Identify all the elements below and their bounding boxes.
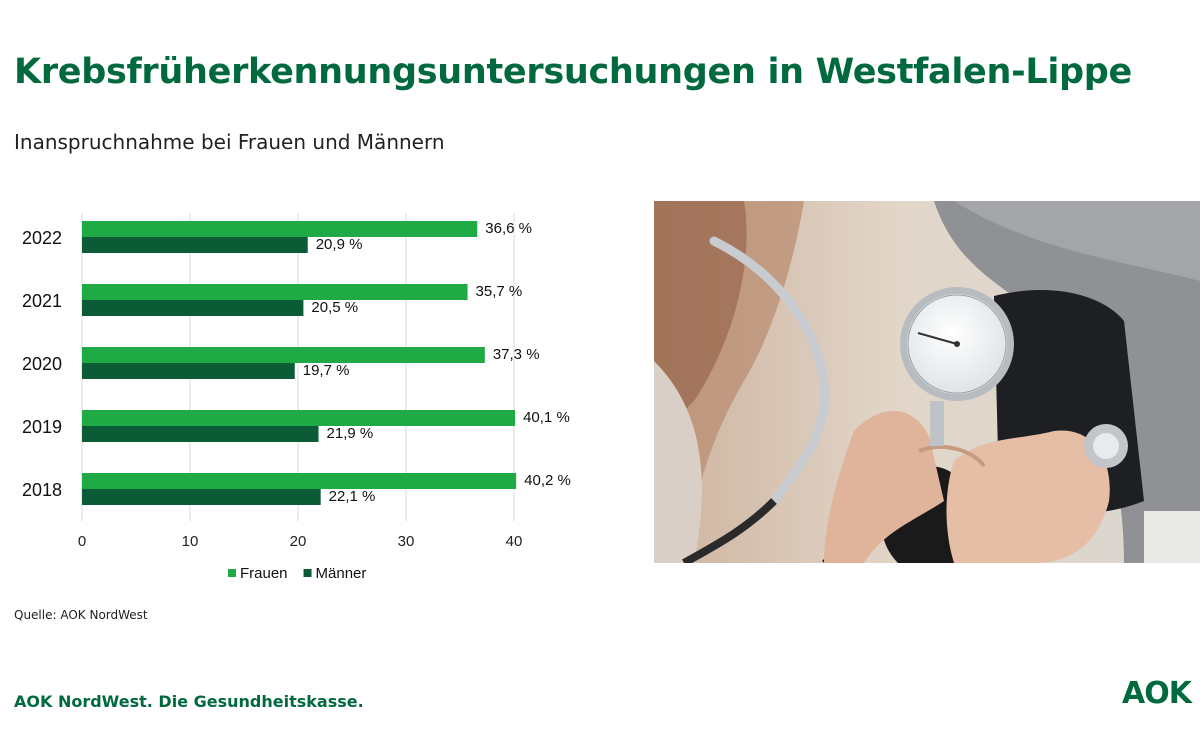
data-label: 40,1 % [523, 409, 570, 426]
bar-frauen [82, 347, 485, 363]
x-tick-label: 10 [182, 533, 199, 550]
page-title: Krebsfrüherkennungsuntersuchungen in Wes… [14, 52, 1132, 92]
data-label: 20,5 % [311, 299, 358, 316]
y-tick-label: 2022 [22, 228, 62, 248]
data-label: 36,6 % [485, 220, 532, 237]
data-label: 37,3 % [493, 346, 540, 363]
legend-label: Männer [316, 565, 367, 582]
legend: Frauen Männer [228, 565, 366, 582]
bar-frauen [82, 473, 517, 489]
bar-männer [82, 300, 304, 316]
bar-männer [82, 237, 308, 253]
blood-pressure-photo [654, 201, 1200, 563]
y-tick-label: 2020 [22, 354, 62, 374]
y-tick-labels: 2022 2021 2020 2019 2018 [22, 228, 62, 500]
bars [82, 221, 517, 505]
bar-männer [82, 489, 321, 505]
data-label: 21,9 % [327, 425, 374, 442]
x-tick-label: 30 [398, 533, 415, 550]
y-tick-label: 2018 [22, 480, 62, 500]
y-tick-label: 2021 [22, 291, 62, 311]
x-tick-label: 0 [78, 533, 86, 550]
data-label: 22,1 % [329, 488, 376, 505]
source-note: Quelle: AOK NordWest [14, 608, 148, 622]
x-tick-labels: 0 10 20 30 40 [78, 533, 523, 550]
page-subtitle: Inanspruchnahme bei Frauen und Männern [14, 130, 445, 154]
footer-slogan: AOK NordWest. Die Gesundheitskasse. [14, 692, 364, 711]
y-tick-label: 2019 [22, 417, 62, 437]
gridlines [81, 213, 515, 521]
legend-swatch-männer [303, 569, 312, 577]
data-label: 40,2 % [524, 472, 571, 489]
data-label: 35,7 % [476, 283, 523, 300]
data-label: 19,7 % [303, 362, 350, 379]
bar-frauen [82, 221, 478, 237]
bar-männer [82, 426, 319, 442]
x-tick-label: 40 [506, 533, 523, 550]
bar-männer [82, 363, 295, 379]
bar-frauen [82, 410, 516, 426]
aok-logo: AOK [1122, 676, 1192, 711]
legend-label: Frauen [240, 565, 288, 582]
bar-frauen [82, 284, 468, 300]
bar-chart: 36,6 % 20,9 % 35,7 % 20,5 % 37,3 % 19,7 % 40,1… [22, 213, 571, 582]
data-label: 20,9 % [316, 236, 363, 253]
x-tick-label: 20 [290, 533, 307, 550]
legend-swatch-frauen [228, 569, 236, 577]
data-labels: 36,6 % 20,9 % 35,7 % 20,5 % 37,3 % 19,7 % 40,1… [303, 220, 571, 505]
